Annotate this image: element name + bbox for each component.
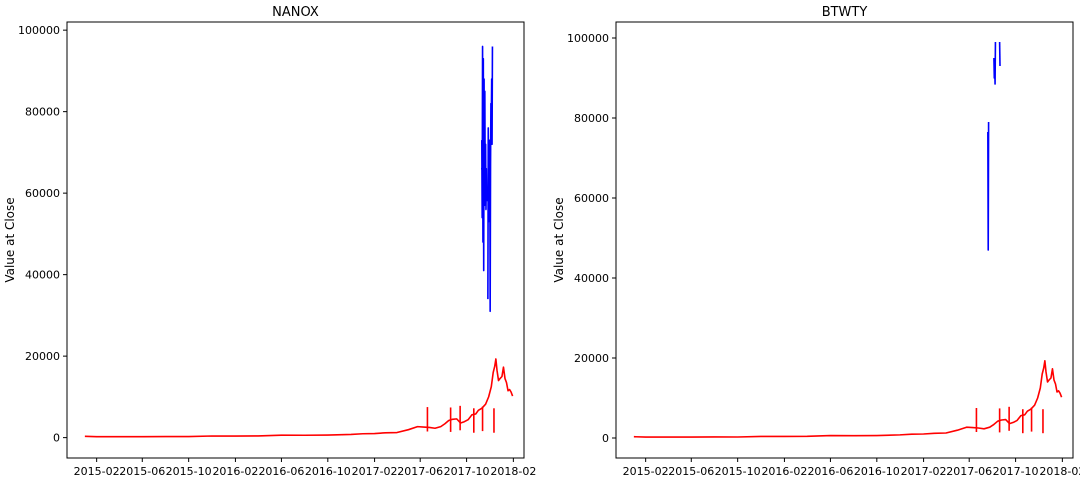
x-tick-label: 2016-02	[212, 465, 258, 478]
plot-area	[615, 21, 1074, 459]
series-line-nanox	[487, 46, 494, 313]
x-tick-label: 2017-02	[352, 465, 398, 478]
x-tick-label: 2015-06	[119, 465, 165, 478]
y-tick-label: 40000	[574, 272, 609, 285]
y-tick-label: 20000	[574, 352, 609, 365]
series-line-nanox	[481, 45, 488, 272]
series-line-reference	[633, 360, 1063, 438]
x-tick-label: 2017-06	[397, 465, 443, 478]
series-line-btwty	[987, 121, 990, 251]
y-tick-label: 80000	[25, 106, 60, 119]
x-tick-label: 2015-02	[74, 465, 120, 478]
y-tick-label: 60000	[574, 192, 609, 205]
y-tick-label: 0	[53, 432, 60, 445]
x-tick-label: 2017-10	[993, 465, 1039, 478]
plot-area	[66, 21, 525, 459]
y-tick-label: 100000	[18, 24, 60, 37]
y-tick-label: 80000	[574, 112, 609, 125]
chart-panel-nanox: NANOX Value at Close 0 20000 40000 60000 80000…	[3, 5, 536, 478]
series-line-btwty	[993, 41, 997, 85]
x-tick-label: 2016-06	[258, 465, 304, 478]
x-tick-label: 2015-10	[715, 465, 761, 478]
x-tick-label: 2018-02	[1039, 465, 1080, 478]
y-axis-label: Value at Close	[552, 197, 566, 282]
y-axis-label: Value at Close	[3, 197, 17, 282]
x-tick-label: 2018-02	[490, 465, 536, 478]
x-tick-label: 2017-10	[444, 465, 490, 478]
y-tick-label: 0	[602, 432, 609, 445]
y-tick-label: 40000	[25, 269, 60, 282]
x-tick-label: 2016-10	[305, 465, 351, 478]
chart-title: BTWTY	[822, 5, 868, 20]
chart-title: NANOX	[272, 5, 319, 20]
series-line-reference	[84, 358, 514, 438]
x-tick-label: 2016-02	[761, 465, 807, 478]
x-tick-label: 2015-06	[668, 465, 714, 478]
x-tick-label: 2016-06	[807, 465, 853, 478]
x-tick-label: 2015-02	[623, 465, 669, 478]
x-tick-label: 2016-10	[854, 465, 900, 478]
x-tick-label: 2015-10	[166, 465, 212, 478]
y-tick-label: 100000	[567, 32, 609, 45]
chart-panel-btwty: BTWTY Value at Close 0 20000 40000 60000 80000…	[552, 5, 1080, 478]
x-tick-label: 2017-06	[946, 465, 992, 478]
y-tick-label: 20000	[25, 350, 60, 363]
x-tick-label: 2017-02	[901, 465, 947, 478]
y-tick-label: 60000	[25, 187, 60, 200]
